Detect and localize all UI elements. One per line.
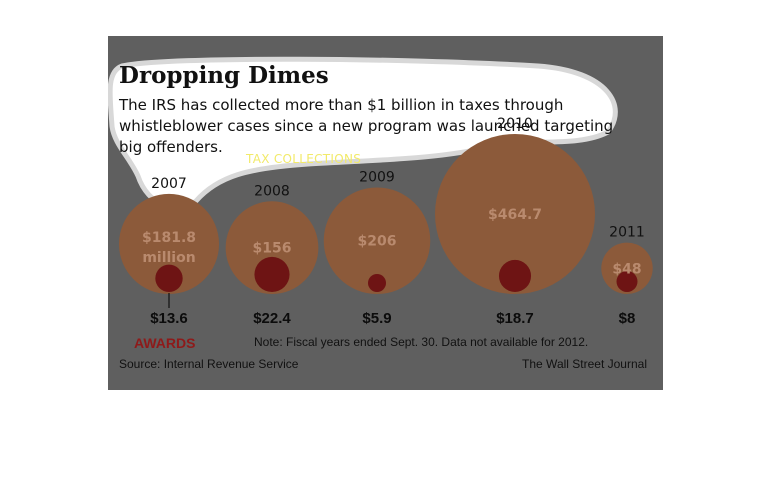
year-label-2008: 2008 xyxy=(254,183,290,199)
award-bubble-2009 xyxy=(367,273,387,292)
tax-bubble-2009 xyxy=(323,187,431,294)
award-value-2007: $13.6 xyxy=(150,310,188,327)
tax-bubble-2010 xyxy=(435,134,595,294)
award-bubble-2007 xyxy=(155,264,183,292)
tax-value-2009: $206 xyxy=(358,234,397,250)
tax-bubble-2011 xyxy=(601,242,653,294)
bubble-chart: Dropping Dimes The IRS has collected mor… xyxy=(108,56,653,371)
award-value-2011: $8 xyxy=(619,310,636,327)
subtitle-line-3: big offenders. xyxy=(119,138,223,156)
tax-value-2011: $48 xyxy=(612,261,641,277)
subtitle-line-1: The IRS has collected more than $1 billi… xyxy=(118,96,563,114)
year-label-2010: 2010 xyxy=(497,116,533,132)
source-note: Source: Internal Revenue Service xyxy=(119,357,299,371)
tax-bubble-2008 xyxy=(225,201,319,294)
award-value-2010: $18.7 xyxy=(496,310,534,327)
tax-value-2010: $464.7 xyxy=(488,207,542,223)
awards-legend-label: AWARDS xyxy=(134,335,195,351)
award-bubble-2008 xyxy=(254,256,290,292)
subtitle-line-2: whistleblower cases since a new program … xyxy=(119,117,613,135)
tax-collections-label: TAX COLLECTIONS xyxy=(245,152,361,166)
award-bubble-2011 xyxy=(616,271,638,292)
tax-bubble-2007 xyxy=(118,193,220,294)
credit: The Wall Street Journal xyxy=(522,357,647,371)
bubble-group: 2007 $181.8 million $13.6 2008 $156 $22.4 2009 $… xyxy=(118,116,653,327)
year-label-2007: 2007 xyxy=(151,176,187,192)
tax-value-2007: $181.8 xyxy=(142,230,196,246)
footnote: Note: Fiscal years ended Sept. 30. Data … xyxy=(254,335,588,349)
tax-value-2008: $156 xyxy=(253,241,292,257)
chart-title: Dropping Dimes xyxy=(119,62,329,89)
highlight-blob xyxy=(108,56,618,211)
award-value-2009: $5.9 xyxy=(362,310,391,327)
tax-value-unit-2007: million xyxy=(142,250,195,266)
year-label-2011: 2011 xyxy=(609,225,645,241)
year-label-2009: 2009 xyxy=(359,169,395,185)
award-value-2008: $22.4 xyxy=(253,310,291,327)
award-bubble-2010 xyxy=(498,259,532,292)
